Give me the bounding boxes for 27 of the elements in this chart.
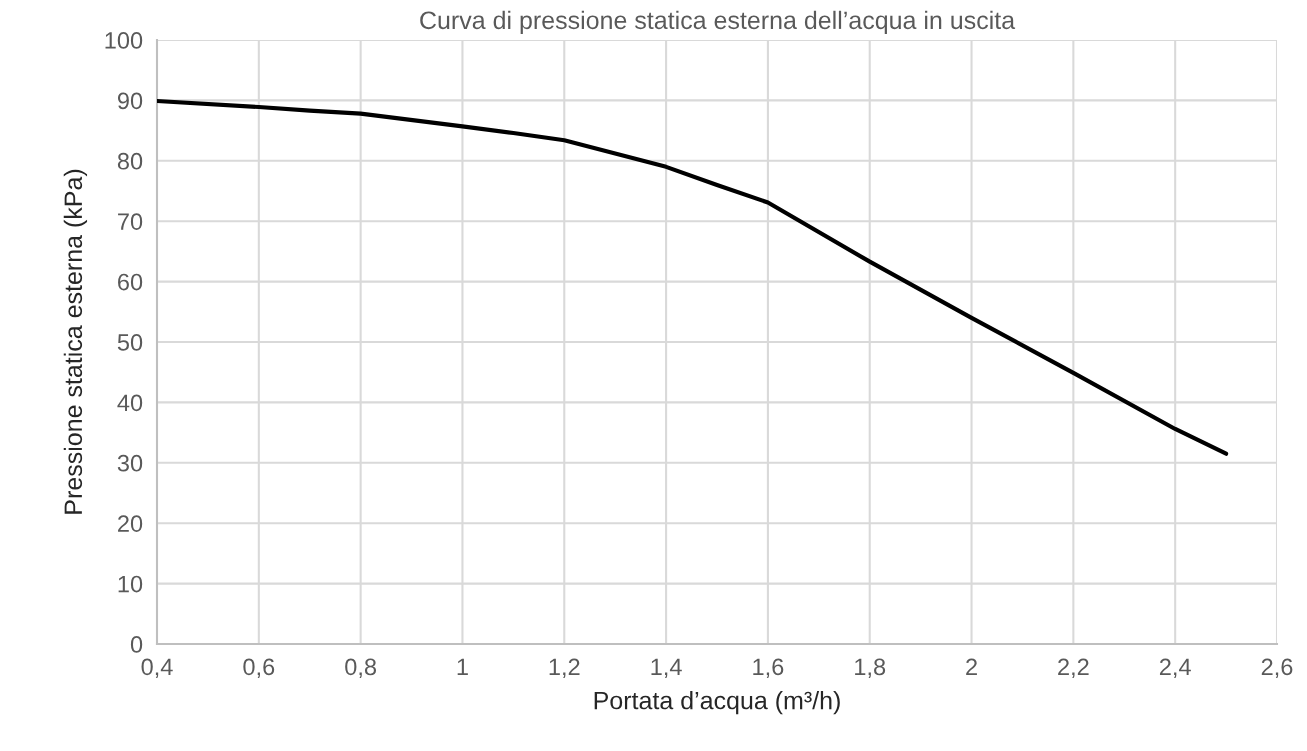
y-tick-label: 20 <box>118 515 143 532</box>
y-axis-title: Pressione statica esterna (kPa) <box>63 169 88 514</box>
y-tick-label: 10 <box>118 575 143 593</box>
x-tick-label: 1,4 <box>651 658 682 679</box>
y-tick-label: 0 <box>130 636 143 653</box>
x-tick-label: 0,4 <box>141 658 173 679</box>
chart-title: Curva di pressione statica esterna dell’acqua in uscita <box>420 10 1016 35</box>
x-tick-label: 0,8 <box>345 658 377 679</box>
x-tick-label: 2,2 <box>1058 658 1089 679</box>
x-tick-label: 1 <box>457 658 468 675</box>
x-tick-label: 1,6 <box>753 658 784 679</box>
x-axis-title: Portata d’acqua (m³/h) <box>594 691 840 715</box>
y-tick-label: 70 <box>118 213 143 230</box>
x-tick-label: 0,6 <box>243 658 275 679</box>
x-tick-label: 1,2 <box>549 658 580 679</box>
y-tick-label: 90 <box>117 92 143 110</box>
y-tick-label: 30 <box>117 454 143 472</box>
y-tick-label: 40 <box>117 394 143 412</box>
y-tick-label: 50 <box>117 334 143 351</box>
y-tick-label: 80 <box>117 152 143 170</box>
y-tick-label: 60 <box>118 273 143 291</box>
x-tick-label: 2 <box>966 658 977 675</box>
x-tick-label: 2,6 <box>1261 658 1293 679</box>
line-series <box>157 98 1229 456</box>
y-tick-label: 100 <box>105 32 143 49</box>
x-tick-label: 2,4 <box>1159 658 1191 679</box>
x-tick-label: 1,8 <box>855 658 886 679</box>
